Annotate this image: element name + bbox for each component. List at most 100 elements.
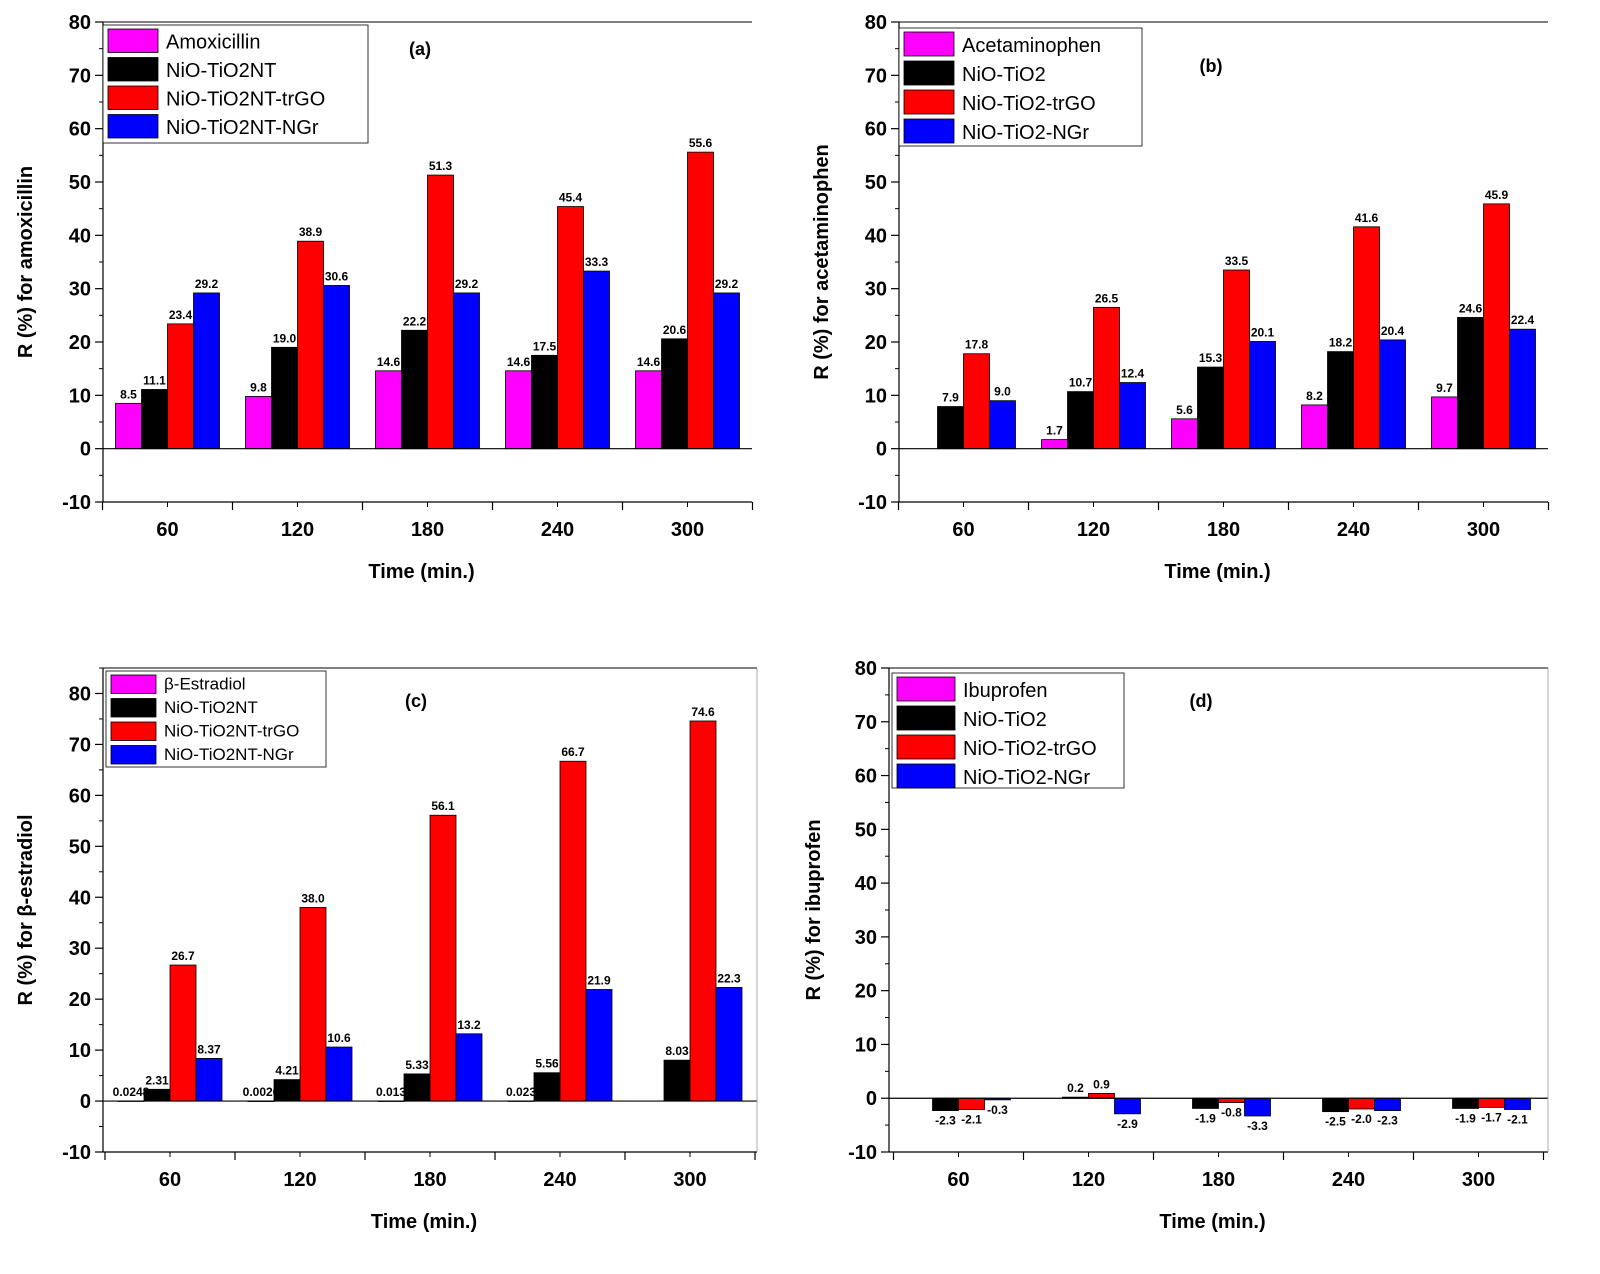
legend-swatch bbox=[110, 745, 157, 765]
bar bbox=[1093, 306, 1120, 450]
data-label: 56.1 bbox=[431, 799, 455, 813]
data-label: 0.0248 bbox=[113, 1085, 150, 1099]
bar bbox=[1379, 339, 1406, 450]
y-tick-label: 10 bbox=[865, 385, 887, 407]
data-label: 8.03 bbox=[665, 1044, 689, 1058]
data-label: 1.7 bbox=[1046, 424, 1063, 438]
data-label: 29.2 bbox=[715, 277, 739, 291]
bar bbox=[1431, 396, 1458, 450]
data-label: 33.3 bbox=[585, 255, 609, 269]
bar bbox=[533, 1072, 561, 1102]
data-label: 38.9 bbox=[299, 225, 323, 239]
panel-tag: (b) bbox=[1200, 56, 1223, 76]
x-tick-label: 180 bbox=[1207, 519, 1240, 541]
x-tick-label: 60 bbox=[156, 519, 178, 541]
x-tick-label: 180 bbox=[413, 1169, 446, 1191]
x-tick-label: 180 bbox=[1202, 1169, 1235, 1191]
bar bbox=[1483, 203, 1510, 450]
data-label: 0.2 bbox=[1067, 1081, 1084, 1095]
legend-label: NiO-TiO2NT-trGO bbox=[166, 89, 325, 111]
legend-swatch bbox=[107, 114, 159, 139]
legend-label: NiO-TiO2NT bbox=[166, 60, 276, 82]
data-label: 10.7 bbox=[1069, 376, 1093, 390]
data-label: 17.8 bbox=[965, 338, 989, 352]
bar bbox=[689, 720, 717, 1102]
legend-swatch bbox=[903, 31, 955, 57]
y-axis-title: R (%) for acetaminophen bbox=[811, 144, 833, 380]
data-label: -0.8 bbox=[1221, 1106, 1242, 1120]
bar bbox=[1504, 1097, 1531, 1110]
data-label: -2.1 bbox=[961, 1113, 982, 1127]
legend-swatch bbox=[896, 705, 956, 731]
y-axis-title: R (%) for ibuprofen bbox=[803, 819, 825, 1000]
bar bbox=[323, 285, 350, 450]
legend-label: Amoxicillin bbox=[166, 32, 260, 54]
data-label: 2.31 bbox=[145, 1073, 169, 1087]
bar bbox=[455, 1033, 483, 1102]
y-tick-label: -10 bbox=[62, 1142, 91, 1164]
data-label: 29.2 bbox=[455, 277, 479, 291]
legend-swatch bbox=[107, 85, 159, 110]
data-label: 14.6 bbox=[637, 355, 661, 369]
x-tick-label: 240 bbox=[1332, 1169, 1365, 1191]
data-label: 12.4 bbox=[1121, 367, 1145, 381]
bar bbox=[167, 323, 194, 450]
bar bbox=[1041, 439, 1068, 450]
bar bbox=[245, 395, 272, 450]
y-tick-label: 20 bbox=[865, 332, 887, 354]
y-tick-label: 70 bbox=[855, 712, 877, 734]
bar bbox=[299, 907, 327, 1102]
y-tick-label: 20 bbox=[69, 332, 91, 354]
chart-panel-b: 1.7 5.6 8.2 9.7 7.9 10.7 15.3 18.2 24.6 17.8 26.5 3… bbox=[811, 12, 1550, 583]
legend-label: Ibuprofen bbox=[963, 680, 1048, 702]
legend-label: β-Estradiol bbox=[164, 675, 246, 694]
legend-swatch bbox=[896, 734, 956, 760]
data-label: 20.4 bbox=[1381, 324, 1405, 338]
y-tick-label: 0 bbox=[866, 1088, 877, 1110]
data-label: 30.6 bbox=[325, 269, 349, 283]
bar bbox=[687, 151, 714, 450]
data-label: -2.3 bbox=[1377, 1114, 1398, 1128]
y-axis-title: R (%) for β-estradiol bbox=[15, 814, 37, 1005]
legend-swatch bbox=[903, 60, 955, 86]
bar bbox=[1223, 269, 1250, 450]
chart-panel-a: 8.5 9.8 14.6 14.6 14.6 11.1 19.0 22.2 17.5 20.6 23… bbox=[15, 12, 754, 583]
bar bbox=[193, 292, 220, 450]
bar bbox=[937, 406, 964, 450]
x-axis-title: Time (min.) bbox=[1159, 1211, 1265, 1233]
data-label: 14.6 bbox=[507, 355, 531, 369]
data-label: -3.3 bbox=[1247, 1119, 1268, 1133]
data-label: 17.5 bbox=[533, 339, 557, 353]
y-tick-label: 30 bbox=[865, 279, 887, 301]
bar bbox=[401, 329, 428, 450]
y-tick-label: 60 bbox=[69, 119, 91, 141]
legend-swatch bbox=[903, 118, 955, 144]
bar bbox=[1244, 1097, 1271, 1117]
bar bbox=[661, 338, 688, 450]
bar bbox=[1067, 391, 1094, 450]
bar bbox=[1374, 1097, 1401, 1111]
bar bbox=[585, 989, 613, 1102]
data-label: 26.7 bbox=[171, 949, 195, 963]
x-tick-label: 180 bbox=[411, 519, 444, 541]
bar bbox=[1114, 1097, 1141, 1115]
x-tick-label: 120 bbox=[283, 1169, 316, 1191]
data-label: 8.37 bbox=[197, 1042, 221, 1056]
bar bbox=[559, 760, 587, 1102]
y-tick-label: 20 bbox=[855, 981, 877, 1003]
legend: Ibuprofen NiO-TiO2 NiO-TiO2-trGO NiO-TiO2-N… bbox=[891, 672, 1125, 789]
bar bbox=[557, 206, 584, 450]
y-tick-label: -10 bbox=[848, 1142, 877, 1164]
data-label: 22.3 bbox=[717, 971, 741, 985]
legend-label: NiO-TiO2NT-NGr bbox=[166, 117, 319, 139]
y-tick-label: 40 bbox=[69, 225, 91, 247]
data-label: 21.9 bbox=[587, 973, 611, 987]
data-label: 22.2 bbox=[403, 314, 427, 328]
bar bbox=[1171, 418, 1198, 450]
data-label: 11.1 bbox=[143, 373, 166, 387]
bar bbox=[427, 174, 454, 450]
legend-swatch bbox=[107, 28, 159, 53]
bar bbox=[663, 1059, 691, 1102]
data-label: 74.6 bbox=[691, 705, 715, 719]
legend-swatch bbox=[107, 57, 159, 82]
